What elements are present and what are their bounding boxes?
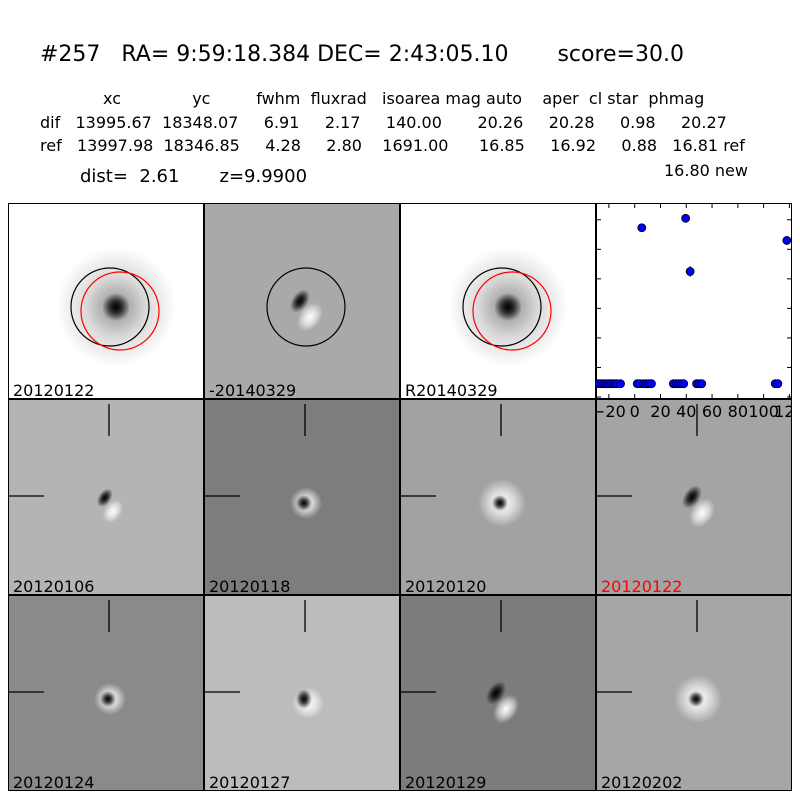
image-panel: 20120120	[400, 399, 596, 595]
table-header: xc yc fwhm fluxrad isoarea mag auto aper…	[103, 89, 705, 108]
x-tick-label: 20	[650, 402, 670, 421]
image-panel: 20120122	[8, 203, 204, 399]
panel-label: 20120122	[601, 577, 683, 595]
image-panel: 20120118	[204, 399, 400, 595]
aperture-circle-black	[70, 267, 150, 347]
source-core	[296, 495, 312, 511]
aperture-circle-black	[462, 267, 542, 347]
source-core	[100, 691, 116, 707]
panel-image	[400, 404, 526, 527]
x-tick-label: 100	[748, 402, 779, 421]
dipole-bright-lobe	[493, 694, 519, 724]
dipole-dark-lobe	[682, 485, 702, 509]
image-panel: 20120129	[400, 595, 596, 791]
data-point	[685, 267, 695, 276]
image-panel: 20120202	[596, 595, 792, 791]
panel-image	[204, 404, 322, 519]
panel-label: 20120127	[209, 773, 291, 791]
ref-row: ref 13997.98 18346.85 4.28 2.80 1691.00 …	[40, 136, 745, 155]
aperture-circle-red	[80, 271, 160, 351]
x-tick-label: −20	[596, 402, 626, 421]
panel-label: 20120120	[405, 577, 487, 595]
panel-label: -20140329	[209, 381, 297, 399]
image-panel: 20120124	[8, 595, 204, 791]
plot-frame	[596, 203, 792, 399]
data-point	[616, 379, 625, 389]
data-point	[637, 223, 647, 233]
dipole-dark-lobe	[96, 488, 113, 508]
dipole-dark-lobe	[486, 681, 506, 705]
distance-line: dist= 2.61 z=9.9900	[80, 166, 308, 187]
x-tick-label: 120	[774, 402, 792, 421]
image-panel: 20120122	[596, 399, 792, 595]
image-panel: 20120106	[8, 399, 204, 595]
panel-image	[266, 267, 346, 347]
source-core	[296, 689, 312, 709]
new-mag-label: 16.80 new	[664, 161, 748, 180]
panel-image	[8, 404, 124, 524]
aperture-circle-red	[472, 271, 552, 351]
light-curve-chart: 20212223242526−20020406080100120	[596, 203, 792, 421]
source-core	[494, 293, 522, 321]
image-panel: 20120127	[204, 595, 400, 791]
aperture-circle-black	[266, 267, 346, 347]
data-point	[697, 379, 707, 389]
panel-label: 20120118	[209, 577, 291, 595]
dif-row: dif 13995.67 18348.07 6.91 2.17 140.00 2…	[40, 113, 727, 132]
source-core	[102, 293, 130, 321]
x-tick-label: 0	[630, 402, 640, 421]
source-core	[492, 495, 508, 511]
data-point	[773, 379, 783, 389]
panel-label: 20120202	[601, 773, 683, 791]
panel-label: R20140329	[405, 381, 498, 399]
image-panel: -20140329	[204, 203, 400, 399]
source-core	[688, 691, 704, 707]
panel-image	[596, 404, 715, 528]
panel-label: 20120106	[13, 577, 95, 595]
panel-label: 20120129	[405, 773, 487, 791]
x-tick-label: 80	[728, 402, 748, 421]
panel-label: 20120124	[13, 773, 95, 791]
image-panel: R20140329	[400, 203, 596, 399]
panel-image	[204, 600, 324, 719]
panel-image	[8, 600, 126, 715]
panel-image	[448, 247, 568, 367]
panel-image	[56, 247, 176, 367]
panel-label: 20120122	[13, 381, 95, 399]
dipole-bright-lobe	[102, 499, 124, 524]
panel-image	[596, 600, 722, 723]
data-point	[647, 379, 656, 389]
x-tick-label: 40	[676, 402, 696, 421]
page-title: #257 RA= 9:59:18.384 DEC= 2:43:05.10 sco…	[40, 42, 684, 67]
dipole-bright-lobe	[689, 498, 715, 528]
dipole-dark-lobe	[290, 289, 310, 313]
dipole-bright-lobe	[297, 302, 323, 332]
panel-image	[400, 600, 519, 724]
data-point	[681, 213, 691, 223]
x-tick-label: 60	[702, 402, 722, 421]
data-point	[782, 236, 792, 245]
data-point	[679, 379, 689, 389]
